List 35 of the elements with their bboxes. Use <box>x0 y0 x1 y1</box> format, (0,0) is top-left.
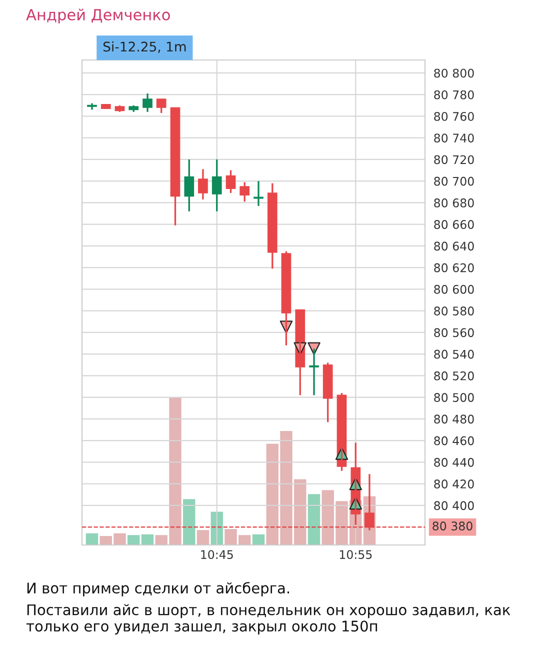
y-tick-label: 80 500 <box>434 393 474 402</box>
chart-title: Si-12.25, 1m <box>103 41 186 53</box>
y-tick-label: 80 620 <box>434 263 474 272</box>
y-tick-label: 80 680 <box>434 198 474 208</box>
y-tick-label: 80 800 <box>434 68 474 78</box>
x-tick-label: 10:55 <box>340 550 372 559</box>
bar <box>308 494 320 545</box>
y-tick-label: 80 740 <box>434 134 474 142</box>
y-tick-label: 80 540 <box>434 350 474 359</box>
y-tick-label: 80 460 <box>434 436 474 446</box>
y-tick-label: 80 400 <box>434 501 474 510</box>
x-tick-label: 10:45 <box>201 550 233 559</box>
y-tick-label: 80 580 <box>434 306 474 316</box>
y-tick-label: 80 760 <box>434 112 474 121</box>
bar <box>128 535 140 545</box>
y-tick-label: 80 600 <box>434 284 474 294</box>
y-tick-label: 80 440 <box>434 458 474 467</box>
text: И вот пример сделки от айсберга. <box>27 582 290 596</box>
bar <box>86 533 98 545</box>
y-tick-label: 80 560 <box>434 328 474 338</box>
bar <box>196 530 210 545</box>
y-tick-label: 80 420 <box>434 480 474 488</box>
text: Поставили айс в шорт, в понедельник он хорошо задавил, как только его увидел зашел, закрыл около 150п <box>26 604 510 634</box>
y-tick-label: 80 480 <box>434 414 474 424</box>
y-tick-label: 80 640 <box>434 242 474 251</box>
y-tick-label: 80 780 <box>434 90 474 100</box>
y-tick-label: 80 720 <box>434 155 474 164</box>
ref-line-label: 80 380 <box>432 522 472 530</box>
bar <box>183 499 196 545</box>
bar <box>252 534 265 545</box>
y-tick-label: 80 520 <box>434 371 474 380</box>
y-tick-label: 80 700 <box>434 176 474 186</box>
bar <box>141 534 154 545</box>
y-tick-label: 80 660 <box>434 220 474 229</box>
text: Андрей Демченко <box>26 8 170 24</box>
